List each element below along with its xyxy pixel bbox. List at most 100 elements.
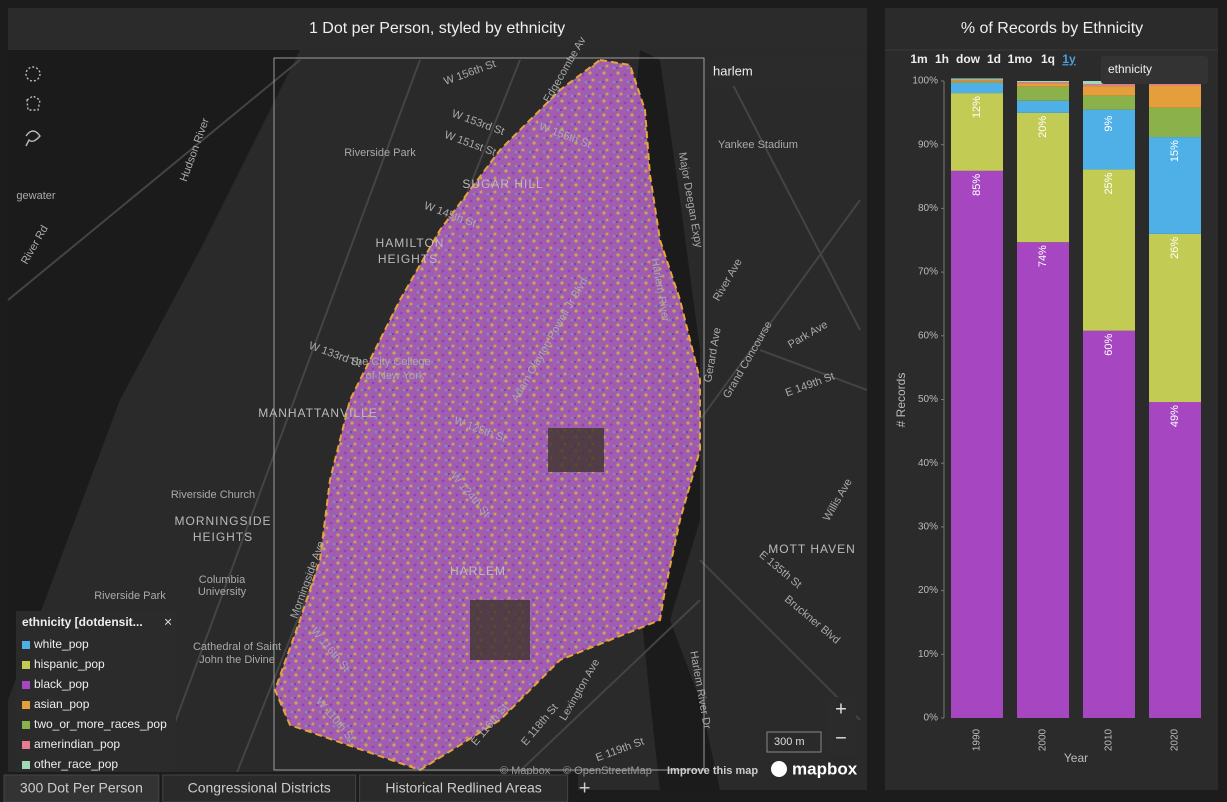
legend-swatch — [22, 641, 30, 649]
bar-segment[interactable] — [1017, 112, 1069, 243]
tab-label[interactable]: + — [579, 777, 591, 799]
tab-label[interactable]: 300 Dot Per Person — [20, 780, 143, 796]
legend-swatch — [22, 761, 30, 769]
legend-swatch — [22, 741, 30, 749]
attribution: © Mapbox — [500, 765, 551, 777]
legend-swatch — [22, 661, 30, 669]
bar-segment[interactable] — [1083, 330, 1135, 718]
value-label: 9% — [1103, 116, 1115, 132]
time-button[interactable]: 1m — [910, 52, 927, 66]
time-button[interactable]: dow — [956, 52, 981, 66]
attribution[interactable]: Improve this map — [667, 765, 758, 777]
map-title: 1 Dot per Person, styled by ethnicity — [309, 20, 565, 37]
value-label: 60% — [1103, 333, 1115, 355]
y-tick-label: 20% — [918, 585, 938, 596]
time-button[interactable]: 1q — [1041, 52, 1055, 66]
bar-segment[interactable] — [951, 170, 1003, 718]
tab[interactable] — [162, 774, 357, 802]
map-label: gewater — [16, 190, 55, 202]
map-label: HARLEM — [450, 564, 506, 578]
map-label: Columbia — [199, 574, 246, 586]
legend-title: ethnicity [dotdensit... — [22, 615, 143, 629]
tab[interactable] — [359, 774, 569, 802]
bar-segment[interactable] — [1017, 242, 1069, 718]
y-tick-label: 40% — [918, 458, 938, 469]
map-label: SUGAR HILL — [462, 177, 543, 191]
map-label: Riverside Park — [94, 590, 166, 602]
tab-label[interactable]: Historical Redlined Areas — [385, 780, 541, 796]
time-button[interactable]: 1mo — [1008, 52, 1033, 66]
bar-segment[interactable] — [1149, 85, 1201, 108]
y-tick-label: 80% — [918, 203, 938, 214]
map-label: HEIGHTS — [378, 252, 438, 266]
bar-segment[interactable] — [1017, 83, 1069, 87]
bar-segment[interactable] — [1083, 84, 1135, 87]
bar-segment[interactable] — [1083, 109, 1135, 170]
scale-label: 300 m — [774, 736, 805, 748]
map-label: Cathedral of Saint — [193, 641, 281, 653]
bar-segment[interactable] — [1017, 86, 1069, 101]
value-label: 49% — [1169, 405, 1181, 427]
value-label: 26% — [1169, 237, 1181, 259]
bar-segment[interactable] — [951, 93, 1003, 171]
legend-item: white_pop — [33, 637, 89, 651]
bar-segment[interactable] — [1017, 100, 1069, 113]
chart-title: % of Records by Ethnicity — [961, 20, 1143, 37]
map-label: Riverside Park — [344, 147, 416, 159]
tab[interactable] — [3, 774, 160, 802]
search-text[interactable]: harlem — [713, 63, 753, 78]
bar-segment[interactable] — [1149, 137, 1201, 234]
legend-item: amerindian_pop — [34, 737, 120, 751]
y-tick-label: 50% — [918, 394, 938, 405]
map-label: Riverside Church — [171, 489, 255, 501]
x-tick-label: 2000 — [1038, 728, 1049, 751]
bar-segment[interactable] — [951, 79, 1003, 81]
y-tick-label: 60% — [918, 330, 938, 341]
y-tick-label: 100% — [912, 76, 938, 87]
value-label: 12% — [971, 96, 983, 118]
map-label: University — [198, 586, 247, 598]
legend-item: other_race_pop — [34, 757, 118, 771]
tooltip: ethnicity — [1108, 62, 1152, 76]
zoom-button[interactable]: + — [835, 698, 847, 720]
bar-segment[interactable] — [1149, 83, 1201, 86]
tab-label[interactable]: Congressional Districts — [188, 780, 331, 796]
map-label: HEIGHTS — [193, 530, 253, 544]
y-axis-title: # Records — [894, 373, 908, 428]
legend-close[interactable]: × — [164, 614, 172, 630]
bar-segment[interactable] — [951, 82, 1003, 94]
bar-segment[interactable] — [1083, 95, 1135, 110]
bar-segment[interactable] — [1149, 233, 1201, 403]
y-tick-label: 30% — [918, 522, 938, 533]
bar-segment[interactable] — [1017, 81, 1069, 83]
x-tick-label: 2010 — [1104, 728, 1115, 751]
bar-segment[interactable] — [1149, 402, 1201, 718]
legend-item: two_or_more_races_pop — [34, 717, 167, 731]
draw-tools[interactable] — [25, 66, 41, 147]
bar-segment[interactable] — [1083, 86, 1135, 96]
bar-segment[interactable] — [1083, 169, 1135, 331]
legend-swatch — [22, 701, 30, 709]
bar-segment[interactable] — [951, 78, 1003, 80]
legend-item: asian_pop — [34, 697, 90, 711]
map[interactable] — [7, 50, 868, 791]
map-label: Yankee Stadium — [718, 139, 798, 151]
bar-segment[interactable] — [951, 81, 1003, 83]
bar-segment[interactable] — [1149, 107, 1201, 138]
bar-segment[interactable] — [1017, 82, 1069, 84]
legend-swatch — [22, 721, 30, 729]
bar-segment[interactable] — [951, 80, 1003, 82]
time-button[interactable]: 1y — [1062, 52, 1076, 66]
tooltip-box — [1101, 56, 1208, 84]
map-label: The City College — [349, 356, 430, 368]
zoom-button[interactable]: − — [835, 727, 847, 749]
time-button[interactable]: 1d — [987, 52, 1001, 66]
y-tick-label: 70% — [918, 267, 938, 278]
legend-item: hispanic_pop — [34, 657, 105, 671]
value-label: 20% — [1037, 116, 1049, 138]
x-tick-label: 1990 — [972, 728, 983, 751]
map-label: John the Divine — [199, 654, 275, 666]
time-button[interactable]: 1h — [935, 52, 949, 66]
value-label: 74% — [1037, 245, 1049, 267]
